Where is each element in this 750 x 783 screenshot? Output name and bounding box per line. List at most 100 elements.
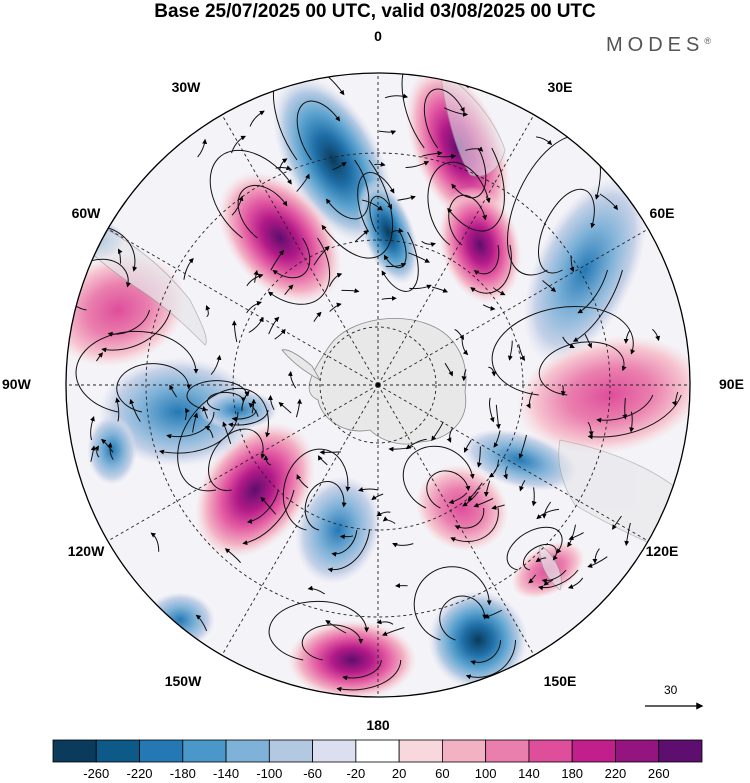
wind-arrow <box>488 459 499 478</box>
wind-arrow <box>275 165 292 171</box>
wind-arrow <box>248 402 259 417</box>
wind-arrow <box>463 439 472 453</box>
wind-arrow <box>358 487 379 492</box>
lon-label-60e: 60E <box>649 205 675 221</box>
latitude-circle <box>319 326 437 444</box>
anomaly-field <box>66 73 690 697</box>
wind-arrow <box>184 407 190 421</box>
wind-arrow <box>535 557 547 563</box>
wind-arrow <box>192 412 199 433</box>
streamline-loop <box>369 195 393 233</box>
colorbar-tick-label: -180 <box>169 766 196 781</box>
streamline-loop <box>538 188 596 274</box>
wind-arrow <box>388 445 414 452</box>
map-title: Base 25/07/2025 00 UTC, valid 03/08/2025… <box>154 1 596 22</box>
colorbar-tick-label: -100 <box>256 766 283 781</box>
wind-arrow <box>267 394 275 411</box>
wind-arrow <box>477 446 482 468</box>
wind-arrow <box>296 173 310 192</box>
latitude-circle <box>232 239 524 531</box>
colorbar-swatch <box>182 739 227 763</box>
meridian-line <box>377 228 649 386</box>
meridian-line <box>377 114 535 386</box>
wind-arrow <box>95 352 104 362</box>
wind-arrow <box>446 427 454 443</box>
wind-arrow <box>567 577 584 589</box>
streamline-loop <box>268 600 370 661</box>
wind-arrow <box>313 311 322 322</box>
meridian-line <box>107 384 379 542</box>
streamline-loop <box>272 237 311 279</box>
wind-arrow <box>115 397 121 422</box>
colorbar-tick-label: -20 <box>346 766 366 781</box>
wind-arrow <box>339 534 354 540</box>
wind-arrow <box>274 328 286 340</box>
streamline-loop <box>331 529 358 557</box>
meridian-line <box>221 384 379 656</box>
wind-arrow <box>525 391 533 409</box>
wind-arrow <box>270 249 285 271</box>
streamline-loop <box>186 380 250 411</box>
wind-arrow <box>371 493 384 501</box>
wind-arrow <box>295 398 303 418</box>
wind-arrow <box>224 548 241 564</box>
streamline-loop <box>427 161 491 246</box>
wind-arrow <box>465 146 484 152</box>
wind-arrow <box>542 280 557 293</box>
colorbar-swatch <box>52 739 97 763</box>
lon-label-60w: 60W <box>71 205 101 221</box>
pos-center-ross <box>415 464 509 552</box>
wind-arrow <box>296 474 309 489</box>
secondary-anomaly-2 <box>198 390 278 430</box>
streamline-loop <box>325 159 370 220</box>
colorbar-tick-label: -140 <box>213 766 240 781</box>
streamline-loop <box>267 237 331 305</box>
vector-reference-label: 30 <box>664 683 678 697</box>
wind-arrow <box>210 354 222 375</box>
wind-arrow <box>528 574 536 584</box>
streamline-loop <box>413 566 492 641</box>
wind-streamlines <box>66 73 682 692</box>
streamline-loop <box>237 184 288 239</box>
colorbar-swatch <box>528 739 573 763</box>
wind-arrow <box>374 161 386 167</box>
lon-label-30e: 30E <box>547 79 573 95</box>
streamline-loop <box>304 480 347 531</box>
wind-arrow <box>484 609 503 619</box>
wind-arrow <box>279 158 288 171</box>
secondary-anomaly-6 <box>87 415 137 485</box>
polar-map <box>65 72 691 698</box>
wind-arrow <box>405 438 427 450</box>
streamline-loop <box>451 147 487 199</box>
colorbar-swatch <box>571 739 616 763</box>
streamline-loop <box>296 100 341 161</box>
pos-center-sw-atlantic <box>217 171 343 305</box>
wind-arrow <box>205 304 211 318</box>
wind-arrow <box>444 362 453 377</box>
wind-arrow <box>195 614 208 632</box>
wind-arrow <box>268 316 280 335</box>
streamline-loop <box>448 194 488 246</box>
wind-arrow <box>421 150 443 157</box>
wind-arrow <box>536 136 553 146</box>
wind-arrow <box>202 406 209 419</box>
wind-arrow <box>248 316 264 333</box>
streamline-loop <box>465 639 516 680</box>
wind-arrow <box>503 466 508 480</box>
wind-arrow <box>328 272 343 287</box>
colorbar-tick-label: 220 <box>604 766 627 781</box>
colorbar-swatch <box>658 739 703 763</box>
wind-arrow <box>623 330 631 344</box>
wind-arrow <box>493 430 501 448</box>
wind-arrow <box>560 384 566 397</box>
wind-arrow <box>473 498 494 508</box>
streamline-loop <box>301 624 364 661</box>
lon-label-90w: 90W <box>2 376 31 392</box>
streamline-loop <box>523 543 558 571</box>
colorbar-swatch <box>225 739 270 763</box>
lon-label-150e: 150E <box>543 673 577 689</box>
streamline-loop <box>538 569 579 591</box>
wind-arrow <box>246 300 262 314</box>
wind-arrow <box>231 135 246 154</box>
wind-arrow <box>467 482 483 502</box>
